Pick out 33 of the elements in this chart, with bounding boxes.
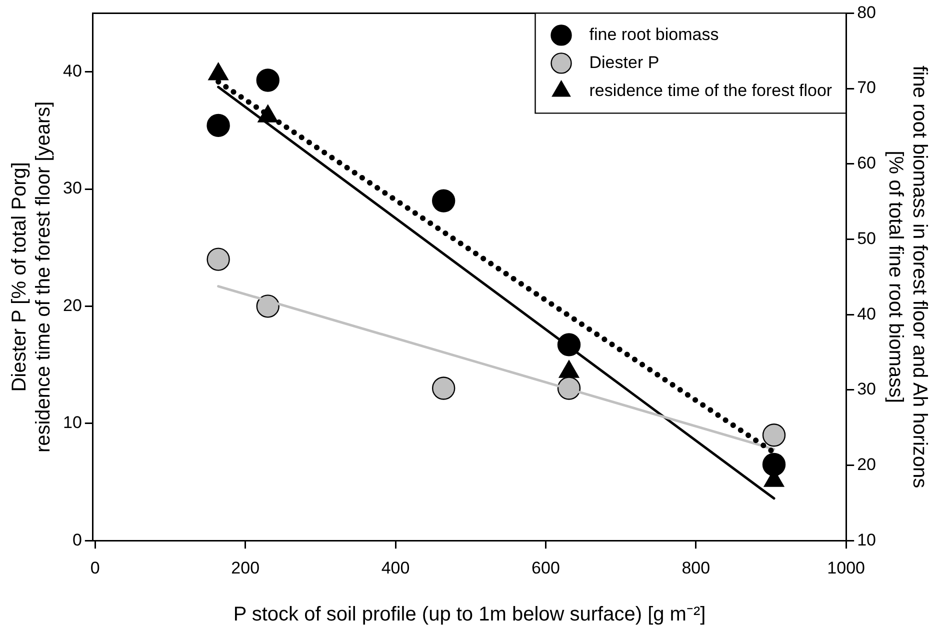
- point: [208, 62, 228, 80]
- x-tick-label: 1000: [827, 558, 866, 578]
- y-tick-label: 30: [62, 178, 82, 198]
- point: [432, 376, 456, 400]
- x-tick-label: 800: [682, 558, 710, 578]
- y2-tick-label: 50: [857, 228, 876, 248]
- y2-tick-label: 70: [857, 78, 876, 98]
- y2-tick-label: 60: [857, 154, 876, 173]
- x-tick-label: 0: [90, 558, 100, 578]
- x-axis-title: P stock of soil profile (up to 1m below surface) [g m⁻²]: [233, 604, 706, 626]
- x-tick-label: 200: [231, 558, 260, 578]
- legend-label: fine root biomass: [589, 24, 719, 44]
- y-tick-label: 20: [62, 296, 82, 315]
- y2-axis-title: fine root biomass in forest floor and Ah horizons [% of total fine root biomass]: [884, 66, 930, 488]
- point: [206, 248, 230, 271]
- point: [432, 189, 456, 212]
- y2-tick-label: 10: [857, 530, 876, 550]
- y-tick-label: 10: [62, 413, 82, 432]
- y2-tick-label: 30: [857, 380, 876, 399]
- y-tick-label: 0: [72, 530, 82, 550]
- y2-tick-label: 40: [857, 304, 876, 324]
- legend-label: Diester P: [589, 52, 660, 72]
- legend-label: residence time of the forest floor: [589, 80, 832, 100]
- x-tick-label: 400: [381, 558, 410, 578]
- x-tick-label: 600: [532, 558, 560, 578]
- point: [206, 114, 230, 138]
- point: [762, 424, 786, 447]
- y-axis-title: Diester P [% of total Porg] residence time of the forest floor [years]: [8, 101, 55, 453]
- y2-tick-label: 80: [857, 2, 876, 22]
- y2-tick-label: 20: [857, 454, 876, 474]
- y-tick-label: 40: [62, 61, 82, 80]
- point: [256, 68, 280, 92]
- point: [762, 452, 786, 476]
